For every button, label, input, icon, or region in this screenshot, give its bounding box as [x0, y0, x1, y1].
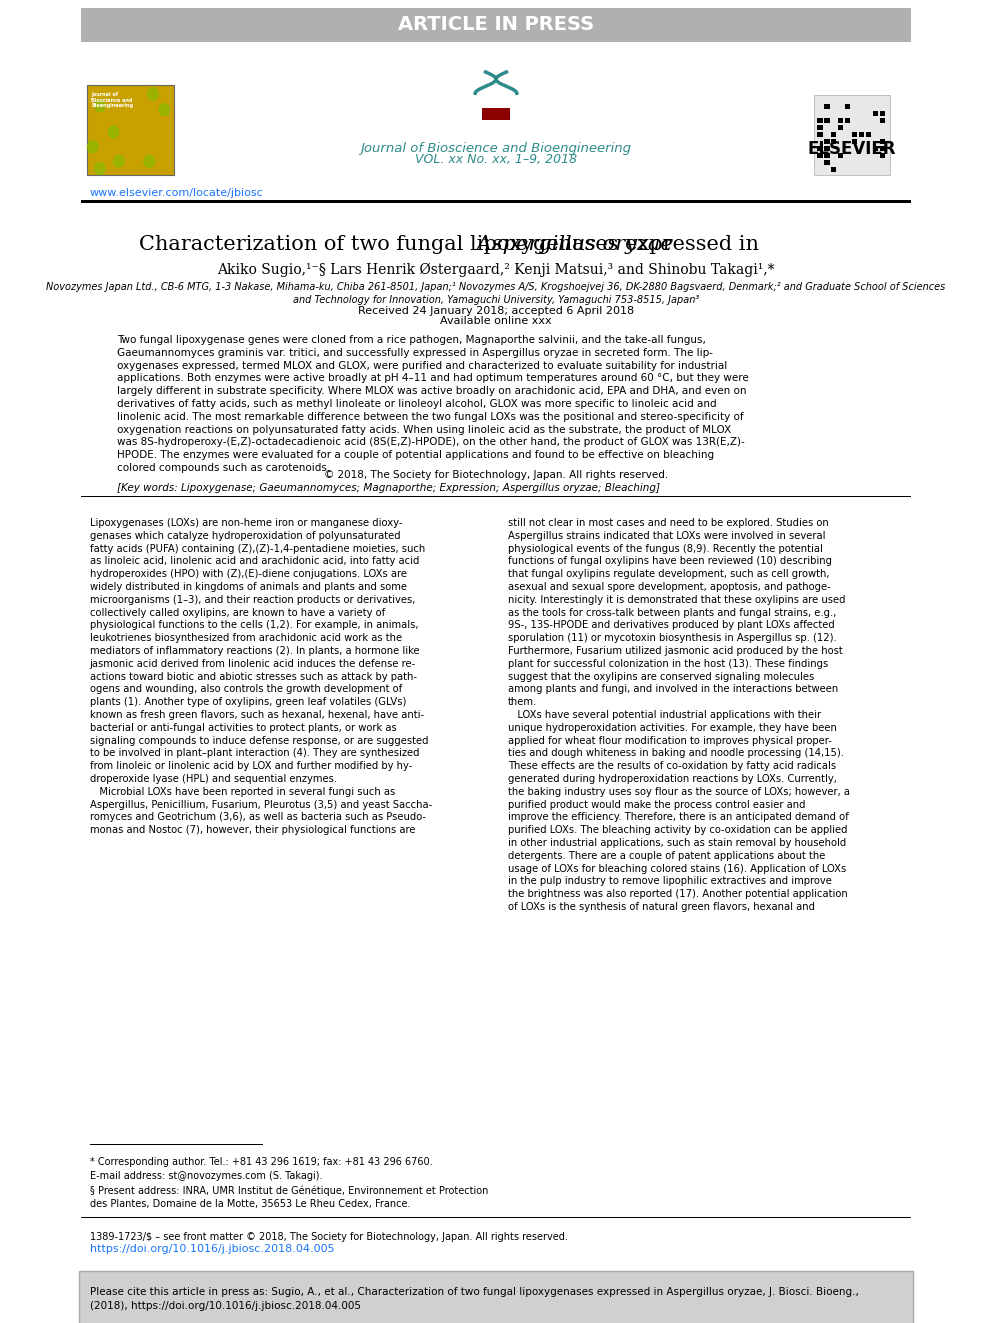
Bar: [824, 160, 829, 165]
Bar: [880, 153, 885, 157]
Bar: [838, 124, 843, 130]
Text: Aspergillus oryzae: Aspergillus oryzae: [319, 235, 673, 254]
Bar: [81, 8, 911, 42]
Text: Novozymes Japan Ltd., CB-6 MTG, 1-3 Nakase, Mihama-ku, Chiba 261-8501, Japan;¹ N: Novozymes Japan Ltd., CB-6 MTG, 1-3 Naka…: [47, 282, 945, 306]
Circle shape: [94, 99, 105, 111]
Bar: [482, 108, 510, 120]
Text: © 2018, The Society for Biotechnology, Japan. All rights reserved.: © 2018, The Society for Biotechnology, J…: [323, 470, 669, 480]
Bar: [880, 139, 885, 144]
Bar: [852, 139, 857, 144]
Text: [Key words: Lipoxygenase; Gaeumannomyces; Magnaporthe; Expression; Aspergillus o: [Key words: Lipoxygenase; Gaeumannomyces…: [117, 483, 661, 493]
Circle shape: [144, 155, 155, 167]
Bar: [880, 111, 885, 116]
Bar: [838, 118, 843, 123]
Text: Please cite this article in press as: Sugio, A., et al., Characterization of two: Please cite this article in press as: Su…: [89, 1287, 858, 1297]
Text: https://doi.org/10.1016/j.jbiosc.2018.04.005: https://doi.org/10.1016/j.jbiosc.2018.04…: [89, 1244, 334, 1254]
Text: § Present address: INRA, UMR Institut de Génétique, Environnement et Protection: § Present address: INRA, UMR Institut de…: [89, 1185, 488, 1196]
Bar: [81, 200, 911, 202]
Bar: [831, 132, 836, 138]
Bar: [824, 146, 829, 151]
Bar: [824, 153, 829, 157]
Circle shape: [159, 103, 170, 115]
Text: * Corresponding author. Tel.: +81 43 296 1619; fax: +81 43 296 6760.: * Corresponding author. Tel.: +81 43 296…: [89, 1158, 433, 1167]
Text: Lipoxygenases (LOXs) are non-heme iron or manganese dioxy-
genases which catalyz: Lipoxygenases (LOXs) are non-heme iron o…: [89, 519, 432, 835]
Bar: [866, 132, 871, 138]
Bar: [880, 111, 885, 116]
Text: ARTICLE IN PRESS: ARTICLE IN PRESS: [398, 16, 594, 34]
Text: des Plantes, Domaine de la Motte, 35653 Le Rheu Cedex, France.: des Plantes, Domaine de la Motte, 35653 …: [89, 1199, 410, 1209]
Bar: [817, 118, 822, 123]
Bar: [824, 105, 829, 108]
Text: Journal of Bioscience and Bioengineering: Journal of Bioscience and Bioengineering: [360, 142, 632, 155]
Bar: [838, 153, 843, 157]
Bar: [852, 132, 857, 138]
Bar: [824, 146, 829, 151]
Bar: [838, 153, 843, 157]
Bar: [845, 105, 850, 108]
Bar: [824, 105, 829, 108]
Circle shape: [114, 155, 124, 167]
FancyBboxPatch shape: [87, 85, 174, 175]
Bar: [873, 146, 878, 151]
Bar: [845, 105, 850, 108]
Circle shape: [108, 126, 119, 138]
Bar: [824, 118, 829, 123]
Text: (2018), https://doi.org/10.1016/j.jbiosc.2018.04.005: (2018), https://doi.org/10.1016/j.jbiosc…: [89, 1301, 360, 1311]
Bar: [817, 132, 822, 138]
Text: ELSEVIER: ELSEVIER: [807, 140, 897, 157]
Bar: [817, 132, 822, 138]
Text: E-mail address: st@novozymes.com (S. Takagi).: E-mail address: st@novozymes.com (S. Tak…: [89, 1171, 322, 1181]
Bar: [817, 146, 822, 151]
Bar: [880, 118, 885, 123]
Bar: [831, 167, 836, 172]
Text: www.elsevier.com/locate/jbiosc: www.elsevier.com/locate/jbiosc: [89, 188, 263, 198]
Bar: [845, 118, 850, 123]
Text: still not clear in most cases and need to be explored. Studies on
Aspergillus st: still not clear in most cases and need t…: [508, 519, 850, 912]
Text: Characterization of two fungal lipoxygenases expressed in: Characterization of two fungal lipoxygen…: [139, 235, 853, 254]
Text: VOL. xx No. xx, 1–9, 2018: VOL. xx No. xx, 1–9, 2018: [415, 153, 577, 165]
Circle shape: [94, 163, 105, 175]
Bar: [880, 146, 885, 151]
Bar: [873, 111, 878, 116]
Bar: [866, 132, 871, 138]
Bar: [873, 111, 878, 116]
Text: Journal of
Bioscience and
Bioengineering: Journal of Bioscience and Bioengineering: [91, 91, 133, 108]
Bar: [824, 139, 829, 144]
Circle shape: [87, 140, 98, 153]
Text: 1389-1723/$ – see front matter © 2018, The Society for Biotechnology, Japan. All: 1389-1723/$ – see front matter © 2018, T…: [89, 1232, 567, 1242]
Circle shape: [148, 87, 158, 99]
Bar: [880, 111, 885, 116]
Bar: [859, 132, 864, 138]
Bar: [831, 139, 836, 144]
Bar: [817, 124, 822, 130]
Text: Available online xxx: Available online xxx: [440, 316, 552, 325]
Bar: [813, 95, 890, 175]
FancyBboxPatch shape: [79, 1271, 913, 1323]
Text: Akiko Sugio,¹⁻§ Lars Henrik Østergaard,² Kenji Matsui,³ and Shinobu Takagi¹,*: Akiko Sugio,¹⁻§ Lars Henrik Østergaard,²…: [217, 263, 775, 278]
Text: Two fungal lipoxygenase genes were cloned from a rice pathogen, Magnaporthe salv: Two fungal lipoxygenase genes were clone…: [117, 335, 749, 474]
Bar: [817, 153, 822, 157]
Text: Received 24 January 2018; accepted 6 April 2018: Received 24 January 2018; accepted 6 Apr…: [358, 306, 634, 316]
Bar: [817, 124, 822, 130]
